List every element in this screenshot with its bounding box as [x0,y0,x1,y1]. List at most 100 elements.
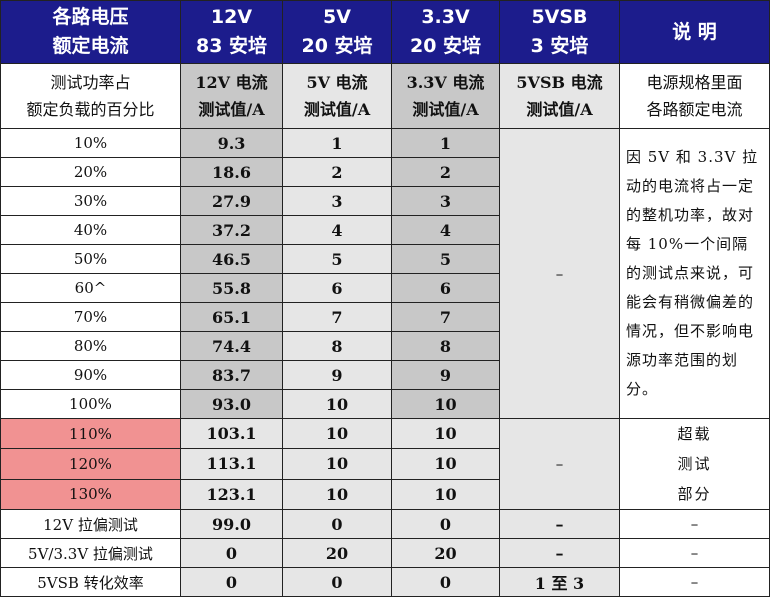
table-row: 40% 37.2 4 4 [0,215,770,245]
notes-cell: 因 5V 和 3.3V 拉动的电流将占一定的整机功率，故对每 10%一个间隔的测… [619,128,770,419]
current-5v-cell: 10 [282,417,392,450]
load-percent-cell: 10% [0,128,181,158]
header-cell-notes: 说 明 [619,0,770,64]
header-cell-3v3: 3.3V 20 安培 [391,0,500,64]
current-3v3-cell: 9 [391,360,500,390]
header-cell-12v: 12V 83 安培 [180,0,283,64]
current-3v3-cell: 1 [391,128,500,158]
load-percent-cell: 130% [0,478,181,511]
header-cell-rail: 各路电压 额定电流 [0,0,181,64]
table-row: 80% 74.4 8 8 [0,331,770,361]
header-row: 各路电压 额定电流 12V 83 安培 5V 20 安培 3.3V 20 安培 5VSB… [0,0,770,64]
note-line: 部分 [677,485,712,503]
current-12v-cell: 65.1 [180,302,283,332]
table-row: 120% 113.1 10 10 [0,448,770,480]
current-5v-cell: 3 [282,186,392,216]
notes-cell: – [619,509,770,539]
test-name-cell: 5V/3.3V 拉偏测试 [0,538,181,568]
current-3v3-cell: 10 [391,448,500,480]
current-5vsb-cell: – [499,509,620,539]
current-5v-cell: 7 [282,302,392,332]
load-percent-cell: 70% [0,302,181,332]
header-cell-5v: 5V 20 安培 [282,0,392,64]
current-5v-cell: 10 [282,448,392,480]
current-12v-cell: 0 [180,567,283,597]
current-5v-cell: 10 [282,478,392,511]
current-12v-cell: 0 [180,538,283,568]
current-12v-cell: 9.3 [180,128,283,158]
current-12v-cell: 37.2 [180,215,283,245]
subheader-spec-note: 电源规格里面 各路额定电流 [619,63,770,129]
subheader-row: 测试功率占 额定负载的百分比 12V 电流 测试值/A 5V 电流 测试值/A 3.3… [0,63,770,129]
table-row: 30% 27.9 3 3 [0,186,770,216]
subheader-load-percent: 测试功率占 额定负载的百分比 [0,63,181,129]
current-3v3-cell: 5 [391,244,500,274]
current-5vsb-cell: – [499,418,620,510]
load-percent-cell: 100% [0,389,181,419]
current-12v-cell: 55.8 [180,273,283,303]
table-row: 110% 103.1 10 10– 超载 测试 部分 [0,417,770,510]
current-12v-cell: 27.9 [180,186,283,216]
current-5v-cell: 9 [282,360,392,390]
current-5v-cell: 8 [282,331,392,361]
note-line: 超载 [677,425,712,443]
notes-cell: 超载 测试 部分 [619,418,770,510]
current-5v-cell: 1 [282,128,392,158]
current-5v-cell: 0 [282,567,392,597]
current-12v-cell: 103.1 [180,417,283,450]
subheader-5vsb-current: 5VSB 电流 测试值/A [499,63,620,129]
current-3v3-cell: 4 [391,215,500,245]
current-12v-cell: 18.6 [180,157,283,187]
table-row: 100% 93.0 10 10 [0,389,770,419]
current-3v3-cell: 0 [391,509,500,539]
current-12v-cell: 74.4 [180,331,283,361]
current-3v3-cell: 2 [391,157,500,187]
subheader-12v-current: 12V 电流 测试值/A [180,63,283,129]
current-3v3-cell: 7 [391,302,500,332]
current-12v-cell: 99.0 [180,509,283,539]
header-cell-5vsb: 5VSB 3 安培 [499,0,620,64]
notes-cell: – [619,538,770,568]
load-percent-cell: 80% [0,331,181,361]
current-5vsb-cell: 1 至 3 [499,567,620,597]
load-percent-cell: 20% [0,157,181,187]
current-3v3-cell: 10 [391,417,500,450]
current-5v-cell: 5 [282,244,392,274]
current-5vsb-cell: – [499,128,620,419]
current-12v-cell: 93.0 [180,389,283,419]
subheader-5v-current: 5V 电流 测试值/A [282,63,392,129]
current-5v-cell: 6 [282,273,392,303]
table-row: 12V 拉偏测试 99.0 0 0– – [0,509,770,539]
load-percent-cell: 30% [0,186,181,216]
current-12v-cell: 113.1 [180,448,283,480]
load-percent-cell: 90% [0,360,181,390]
current-5v-cell: 10 [282,389,392,419]
current-3v3-cell: 10 [391,478,500,511]
notes-cell: – [619,567,770,597]
test-name-cell: 12V 拉偏测试 [0,509,181,539]
current-5v-cell: 2 [282,157,392,187]
current-5v-cell: 0 [282,509,392,539]
table-row: 5V/3.3V 拉偏测试 0 20 20– – [0,538,770,568]
current-12v-cell: 46.5 [180,244,283,274]
table-row: 10% 9.3 1 1– 因 5V 和 3.3V 拉动的电流将占一定的整机功率，故对每 … [0,128,770,419]
current-3v3-cell: 6 [391,273,500,303]
current-5vsb-cell: – [499,538,620,568]
load-percent-cell: 50% [0,244,181,274]
current-12v-cell: 123.1 [180,478,283,511]
current-5v-cell: 20 [282,538,392,568]
table-row: 50% 46.5 5 5 [0,244,770,274]
current-3v3-cell: 3 [391,186,500,216]
test-name-cell: 5VSB 转化效率 [0,567,181,597]
table-row: 130% 123.1 10 10 [0,478,770,511]
note-line: 测试 [677,455,712,473]
table-row: 20% 18.6 2 2 [0,157,770,187]
table-row: 60^ 55.8 6 6 [0,273,770,303]
load-percent-cell: 120% [0,448,181,480]
current-5v-cell: 4 [282,215,392,245]
load-percent-cell: 40% [0,215,181,245]
current-12v-cell: 83.7 [180,360,283,390]
load-percent-cell: 110% [0,417,181,450]
current-3v3-cell: 10 [391,389,500,419]
